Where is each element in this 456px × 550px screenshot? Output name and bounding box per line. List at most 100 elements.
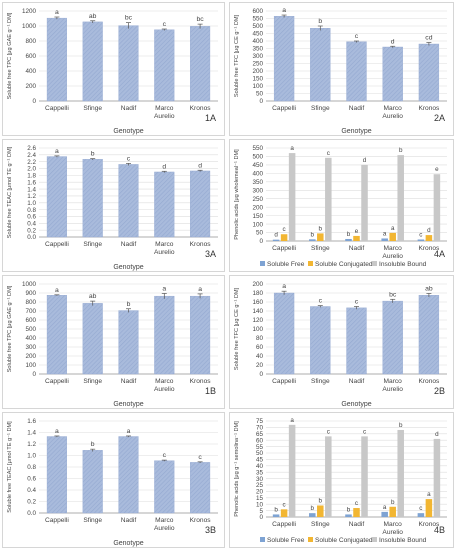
x-tick-label: Kronos bbox=[190, 378, 212, 385]
x-tick-label: Sfinge bbox=[311, 105, 330, 112]
bar bbox=[310, 306, 331, 375]
y-axis-label: Soluble free TEAC [μmol TE g⁻¹ DM] bbox=[7, 146, 13, 238]
significance-letter: c bbox=[355, 299, 359, 306]
y-tick-label: 100 bbox=[252, 83, 263, 90]
x-tick-label: Sfinge bbox=[83, 241, 102, 248]
significance-letter: c bbox=[127, 155, 131, 162]
x-tick-label: Aurelio bbox=[382, 253, 403, 260]
y-tick-label: 450 bbox=[252, 31, 263, 38]
significance-letter: a bbox=[427, 491, 431, 498]
bar bbox=[346, 307, 367, 375]
y-tick-label: 0 bbox=[32, 371, 36, 378]
y-tick-label: 75 bbox=[256, 418, 264, 425]
x-tick-label: Marco bbox=[384, 378, 403, 385]
y-tick-label: 65 bbox=[256, 431, 264, 438]
y-tick-label: 150 bbox=[252, 213, 263, 220]
x-axis-title: Genotype bbox=[113, 264, 143, 271]
y-tick-label: 2.6 bbox=[27, 145, 36, 152]
x-tick-label: Sfinge bbox=[83, 517, 102, 524]
panel-label-1A: 1A bbox=[204, 113, 216, 123]
y-tick-label: 350 bbox=[252, 46, 263, 53]
x-tick-label: Aurelio bbox=[154, 386, 175, 393]
y-tick-label: 60 bbox=[256, 437, 264, 444]
significance-letter: c bbox=[163, 21, 167, 28]
significance-letter: a bbox=[383, 230, 387, 237]
x-tick-label: Nadif bbox=[121, 241, 137, 248]
y-tick-label: 200 bbox=[25, 83, 36, 90]
y-tick-label: 0 bbox=[32, 98, 36, 105]
bar bbox=[190, 462, 211, 514]
panel-label-1B: 1B bbox=[204, 386, 216, 396]
significance-letter: b bbox=[319, 497, 323, 504]
bar bbox=[418, 295, 440, 375]
y-tick-label: 300 bbox=[25, 344, 36, 351]
bar bbox=[361, 164, 368, 241]
bar bbox=[345, 514, 352, 517]
bar bbox=[417, 513, 425, 517]
significance-letter: e bbox=[355, 228, 359, 235]
x-tick-label: Nadif bbox=[121, 378, 137, 385]
x-tick-label: Sfinge bbox=[311, 521, 330, 528]
chart-panel-2A: 0 50 100 150 200 250 300 350 400 450 500 550 600 Solu… bbox=[229, 2, 454, 136]
y-tick-label: 1000 bbox=[22, 281, 37, 288]
y-tick-label: 0 bbox=[259, 371, 263, 378]
legend-label: Soluble Free bbox=[267, 537, 305, 544]
bar bbox=[46, 295, 67, 375]
bar bbox=[433, 438, 441, 517]
bar bbox=[381, 238, 388, 241]
significance-letter: d bbox=[274, 232, 278, 239]
y-tick-label: 0.2 bbox=[27, 499, 36, 506]
significance-letter: a bbox=[383, 504, 387, 511]
significance-letter: c bbox=[319, 298, 323, 305]
significance-letter: c bbox=[355, 500, 358, 507]
bar bbox=[190, 26, 211, 102]
bar bbox=[154, 29, 175, 102]
y-axis-label: Soluble free TEAC [μmol TE g⁻¹ DM] bbox=[7, 421, 13, 513]
bar bbox=[118, 25, 139, 102]
x-tick-label: Sfinge bbox=[83, 105, 102, 112]
bar bbox=[346, 41, 367, 102]
significance-letter: c bbox=[355, 33, 359, 40]
significance-letter: b bbox=[311, 231, 315, 238]
significance-letter: d bbox=[391, 38, 395, 45]
y-tick-label: 200 bbox=[252, 68, 263, 75]
x-tick-label: Aurelio bbox=[382, 529, 403, 536]
legend-swatch bbox=[260, 261, 265, 266]
chart-panel-1A: 0 200 400 600 800 1000 1200 Soluble free TPC [μ… bbox=[2, 2, 225, 136]
y-tick-label: 160 bbox=[252, 299, 263, 306]
significance-letter: a bbox=[127, 428, 131, 435]
chart-panel-2B: 0 20 40 60 80 100 120 140 160 180 200 Soluble free … bbox=[229, 275, 454, 409]
y-tick-label: 2.4 bbox=[27, 152, 36, 159]
significance-letter: c bbox=[283, 501, 286, 508]
x-tick-label: Kronos bbox=[190, 517, 212, 524]
bar bbox=[288, 153, 296, 241]
legend-label: Insoluble Bound bbox=[379, 537, 427, 544]
y-tick-label: 0 bbox=[259, 514, 263, 521]
significance-letter: c bbox=[163, 452, 167, 459]
y-tick-label: 40 bbox=[256, 353, 264, 360]
bar bbox=[310, 28, 331, 102]
bar bbox=[317, 233, 324, 241]
x-tick-label: Nadif bbox=[349, 378, 365, 385]
y-tick-label: 5 bbox=[259, 508, 263, 515]
y-tick-label: 15 bbox=[256, 495, 264, 502]
bar bbox=[273, 16, 295, 102]
y-tick-label: 50 bbox=[256, 450, 264, 457]
bar bbox=[154, 295, 175, 375]
y-tick-label: 900 bbox=[25, 290, 36, 297]
bar bbox=[381, 511, 388, 517]
y-tick-label: 1200 bbox=[22, 8, 37, 15]
bar bbox=[425, 235, 433, 241]
bar bbox=[389, 232, 396, 241]
chart-panel-4A: 0 50 100 150 200 250 300 350 400 450 500 550 Phenoli… bbox=[229, 139, 454, 272]
x-tick-label: Cappelli bbox=[272, 378, 296, 385]
bar bbox=[325, 157, 332, 241]
y-tick-label: 1.8 bbox=[27, 173, 36, 180]
significance-letter: e bbox=[435, 166, 439, 173]
y-tick-label: 30 bbox=[256, 476, 264, 483]
significance-letter: d bbox=[435, 431, 439, 438]
significance-letter: b bbox=[318, 18, 322, 25]
chart-panel-3A: 0.0 0.2 0.4 0.6 0.8 1.0 1.2 1.4 1.6 1.8 2.0 2.2 2.4 2… bbox=[2, 139, 225, 272]
